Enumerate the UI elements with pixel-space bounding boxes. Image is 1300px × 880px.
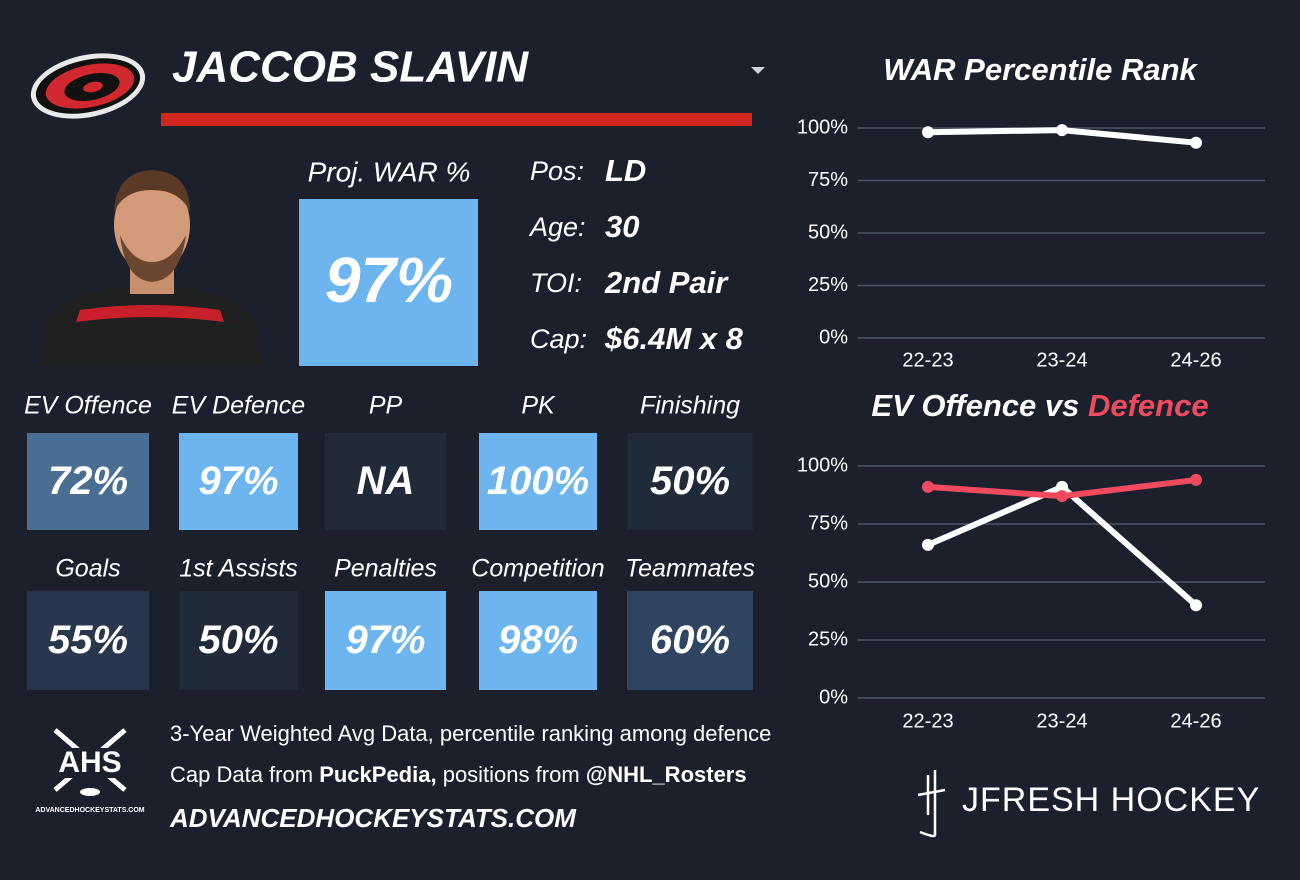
source-text: Cap Data from [170,762,313,787]
y-tick-label: 100% [797,454,848,476]
ahs-logo-sub: ADVANCEDHOCKEYSTATS.COM [35,807,144,814]
x-tick-label: 22-23 [902,349,953,371]
player-name: JACCOB SLAVIN [172,43,529,92]
source-link[interactable]: @NHL_Rosters [586,762,747,787]
info-label: Cap: [530,324,587,354]
footer-note: 3-Year Weighted Avg Data, percentile ran… [170,721,771,746]
tile-box [627,591,753,690]
y-tick-label: 0% [819,686,848,708]
tile-value: 60% [650,618,730,662]
y-tick-label: 100% [797,116,848,138]
proj-war-value: 97% [325,244,453,316]
tile-value: 97% [198,459,278,503]
team-logo [30,53,146,119]
info-list: Pos: LD Age: 30 TOI: 2nd Pair Cap: $6.4M x 8 [528,153,744,356]
footer-site[interactable]: ADVANCEDHOCKEYSTATS.COM [169,803,577,833]
y-tick-label: 75% [808,169,848,191]
chart-title-text: EV Offence vs [871,388,1079,423]
series-point [922,126,934,139]
tile-value: 97% [345,618,425,662]
tile-value: 50% [650,459,730,503]
tile-label: EV Defence [172,392,305,420]
x-tick-label: 23-24 [1036,349,1087,371]
info-value: $6.4M x 8 [604,321,744,356]
tile-label: Goals [55,555,120,583]
brand-name: JFRESH HOCKEY [962,781,1260,819]
tile-label: 1st Assists [179,555,298,583]
y-tick-label: 25% [808,274,848,296]
info-label: Pos: [530,156,584,186]
series-point [1190,136,1202,149]
chart-title-highlight: Defence [1088,388,1209,423]
tile-box [627,433,753,530]
tile-label: Teammates [625,555,755,583]
charts: WAR Percentile Rank 0% 25% 50% 75% 100% 22-23 2… [797,52,1265,732]
info-label: TOI: [530,268,582,298]
series-point [1190,473,1202,486]
tile-value: 50% [198,618,278,662]
tile-box [179,433,298,530]
tile-label: PP [369,392,403,420]
tile-value: NA [357,459,415,503]
chart-title-text: WAR Percentile Rank [883,52,1198,87]
tile-label: Competition [471,555,604,583]
chart-title: WAR Percentile Rank [883,52,1198,87]
proj-war-label: Proj. WAR % [308,156,471,187]
tile-label: PK [521,392,556,420]
name-underline [161,113,752,126]
source-link[interactable]: PuckPedia, [319,762,436,787]
tile-box [27,433,149,530]
tile-box [325,591,446,690]
y-tick-label: 75% [808,512,848,534]
x-tick-label: 24-26 [1170,349,1221,371]
brand-icon [917,770,946,838]
series-point [1190,599,1202,612]
player-photo [40,170,262,366]
tile-value: 98% [498,618,578,662]
info-value: LD [605,153,646,188]
y-tick-label: 0% [819,326,848,348]
series-point [922,538,934,551]
series-point [1056,124,1068,137]
tile-box [479,591,597,690]
info-value: 30 [605,209,639,244]
footer-sources: Cap Data from PuckPedia, positions from … [170,762,747,787]
ahs-logo-text: AHS [58,746,121,779]
tile-box [479,433,597,530]
tile-value: 72% [48,459,128,503]
proj-war-box [299,199,478,366]
y-tick-label: 50% [808,221,848,243]
tile-value: 100% [487,459,589,503]
x-tick-label: 22-23 [902,710,953,732]
y-tick-label: 25% [808,628,848,650]
tile-value: 55% [48,618,128,662]
series-point [1056,490,1068,503]
y-tick-label: 50% [808,570,848,592]
source-text: positions from [443,762,580,787]
tile-label: Penalties [334,555,437,583]
info-label: Age: [528,212,586,242]
tile-box [27,591,149,690]
tile-label: Finishing [640,392,740,420]
info-value: 2nd Pair [604,265,729,300]
chart-title: EV Offence vs Defence [871,388,1208,423]
x-tick-label: 24-26 [1170,710,1221,732]
x-tick-label: 23-24 [1036,710,1087,732]
tile-box [325,433,446,530]
tile-box [179,591,298,690]
series-point [922,480,934,493]
ahs-logo: AHS ADVANCEDHOCKEYSTATS.COM [35,728,145,814]
tile-label: EV Offence [24,392,152,420]
dropdown-arrow[interactable] [751,67,765,74]
stat-tiles: EV Offence 72% EV Defence 97% PP NA PK 100% Fini… [24,392,755,690]
series-point [1056,480,1068,493]
